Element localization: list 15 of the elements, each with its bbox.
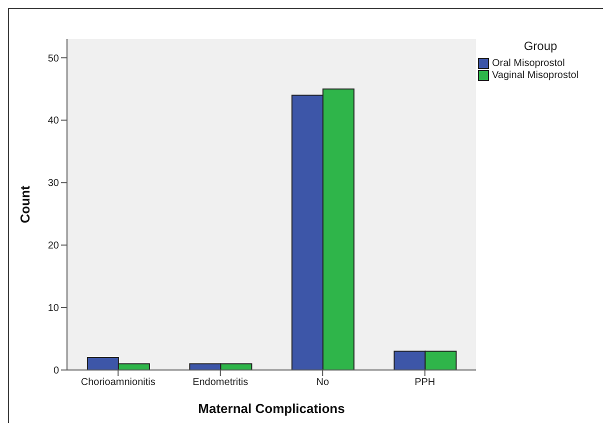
legend-title: Group: [522, 39, 558, 53]
legend-label: Vaginal Misoprostol: [492, 70, 579, 80]
y-axis-title: Count: [18, 185, 33, 224]
y-tick-label: 30: [48, 178, 60, 190]
y-tick-label: 40: [48, 116, 60, 127]
legend-label: Oral Misoprostol: [492, 58, 565, 68]
y-tick-label: 0: [53, 366, 60, 377]
x-axis-title: Maternal Complications: [198, 401, 345, 416]
y-tick-label: 20: [48, 240, 60, 252]
x-tick-label: Chorioamnionitis: [80, 377, 156, 388]
x-tick-label: PPH: [414, 377, 436, 388]
x-tick-label: Endometritis: [192, 377, 248, 388]
y-tick-label: 10: [48, 303, 60, 314]
y-tick-label: 50: [48, 53, 60, 64]
x-tick-label: No: [316, 377, 330, 388]
